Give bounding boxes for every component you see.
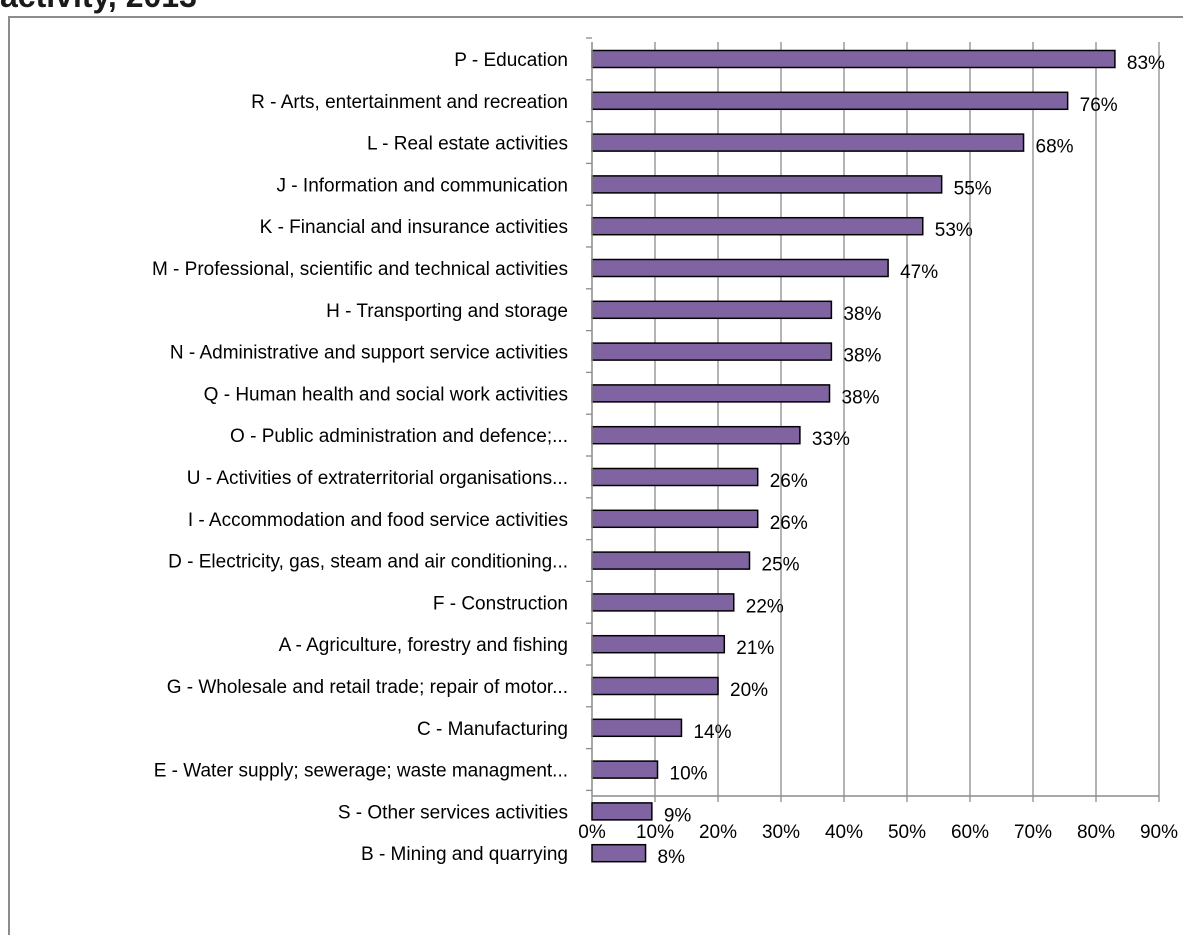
bar [591, 676, 719, 696]
x-tick-label: 30% [762, 822, 800, 843]
x-tick-label: 70% [1014, 822, 1052, 843]
x-tick-label: 60% [951, 822, 989, 843]
data-label: 14% [693, 722, 731, 743]
category-label: U - Activities of extraterritorial organ… [187, 468, 568, 489]
category-label: H - Transporting and storage [326, 301, 568, 322]
data-label: 47% [900, 262, 938, 283]
bar [591, 258, 889, 278]
category-label: K - Financial and insurance activities [260, 217, 568, 238]
data-label: 68% [1036, 137, 1074, 158]
category-label: F - Construction [433, 593, 568, 614]
data-label: 26% [770, 471, 808, 492]
data-label: 38% [842, 387, 880, 408]
data-label: 22% [746, 596, 784, 617]
data-label: 26% [770, 513, 808, 534]
category-label: Q - Human health and social work activit… [204, 384, 568, 405]
bar [591, 718, 683, 738]
category-label: O - Public administration and defence;..… [230, 426, 568, 447]
bar [591, 802, 653, 821]
bar [591, 49, 1116, 69]
category-label: N - Administrative and support service a… [170, 343, 568, 364]
category-label: B - Mining and quarrying [361, 844, 568, 865]
data-label: 83% [1127, 53, 1165, 74]
data-label: 20% [730, 680, 768, 701]
category-label: P - Education [454, 50, 568, 71]
data-label: 38% [843, 346, 881, 367]
data-label: 8% [658, 847, 686, 868]
category-label: D - Electricity, gas, steam and air cond… [168, 552, 568, 573]
bar [591, 216, 924, 236]
bars [591, 49, 1116, 863]
bar [591, 843, 647, 863]
x-tick-label: 10% [636, 822, 674, 843]
category-label: R - Arts, entertainment and recreation [251, 92, 568, 113]
bar [591, 133, 1025, 152]
category-label: M - Professional, scientific and technic… [152, 259, 568, 280]
bar [591, 634, 726, 654]
data-label: 21% [736, 638, 774, 659]
x-tick-label: 40% [825, 822, 863, 843]
bar [591, 342, 833, 361]
category-label: S - Other services activities [338, 802, 568, 823]
bar [591, 760, 659, 779]
x-tick-label: 50% [888, 822, 926, 843]
category-label: J - Information and communication [277, 175, 568, 196]
bar-chart: 0% 10% 20% 30% 40% 50% 60% 70% 80% 90% P - Educati… [152, 37, 1178, 868]
category-label: E - Water supply; sewerage; waste managm… [154, 761, 568, 782]
bar [591, 593, 735, 612]
category-label: I - Accommodation and food service activ… [188, 510, 568, 531]
axes [586, 37, 1160, 802]
bar [591, 300, 833, 320]
bar [591, 175, 943, 194]
category-label: G - Wholesale and retail trade; repair o… [167, 677, 568, 698]
chart-frame: 0% 10% 20% 30% 40% 50% 60% 70% 80% 90% P - Educati… [8, 16, 1183, 935]
bar [591, 551, 751, 570]
data-label: 76% [1080, 95, 1118, 116]
data-label: 25% [762, 555, 800, 576]
bar [591, 509, 759, 529]
bar [591, 91, 1069, 111]
bar [591, 425, 801, 445]
data-label: 53% [935, 220, 973, 241]
category-label: A - Agriculture, forestry and fishing [279, 635, 568, 656]
x-tick-label: 80% [1077, 822, 1115, 843]
x-tick-label: 20% [699, 822, 737, 843]
gridlines [654, 42, 1160, 796]
bar [591, 384, 831, 403]
category-label: C - Manufacturing [417, 719, 568, 740]
bar [591, 467, 759, 487]
chart-title: activity, 2013 [0, 0, 197, 12]
data-label: 55% [954, 178, 992, 199]
data-label: 33% [812, 429, 850, 450]
data-label: 9% [664, 805, 692, 826]
x-tick-label: 0% [578, 822, 606, 843]
labels: 0% 10% 20% 30% 40% 50% 60% 70% 80% 90% P - Educati… [152, 50, 1178, 868]
category-label: L - Real estate activities [367, 134, 568, 155]
data-label: 10% [670, 764, 708, 785]
x-tick-label: 90% [1140, 822, 1178, 843]
data-label: 38% [843, 304, 881, 325]
